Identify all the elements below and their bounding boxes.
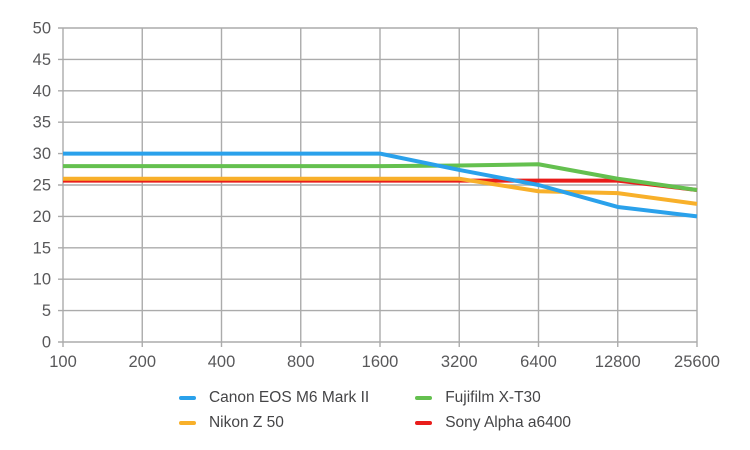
x-tick-label-1600: 1600 (362, 353, 399, 371)
series-line-fujifilm-x-t30 (63, 162, 698, 193)
y-tick-label-35: 35 (33, 114, 51, 132)
y-tick-label-20: 20 (33, 208, 51, 226)
legend-label-canon: Canon EOS M6 Mark II (208, 389, 370, 406)
legend-label-fujifilm: Fujifilm X-T30 (445, 389, 541, 406)
y-tick-label-25: 25 (33, 177, 51, 195)
legend-item-fujifilm: Fujifilm X-T30 (415, 389, 571, 407)
y-tick-label-50: 50 (33, 20, 51, 38)
y-tick-label-10: 10 (33, 271, 51, 289)
legend-swatch-canon (178, 396, 196, 400)
y-tick-label-40: 40 (33, 82, 51, 100)
x-tick-label-100: 100 (49, 353, 77, 371)
legend-swatch-nikon (178, 421, 196, 425)
y-tick-label-0: 0 (42, 334, 51, 352)
chart-legend-grid: Canon EOS M6 Mark II Nikon Z 50 Fujifilm… (178, 389, 571, 432)
series-line-canon-eos-m6-mark-ii (63, 151, 698, 219)
series-line-nikon-z-50 (63, 176, 698, 206)
x-tick-label-400: 400 (208, 353, 236, 371)
y-tick-label-15: 15 (33, 239, 51, 257)
x-tick-label-12800: 12800 (595, 353, 641, 371)
y-tick-label-30: 30 (33, 145, 51, 163)
legend-item-nikon: Nikon Z 50 (178, 414, 369, 432)
x-tick-label-200: 200 (128, 353, 156, 371)
legend-swatch-sony (415, 421, 433, 425)
x-tick-label-3200: 3200 (441, 353, 478, 371)
x-tick-label-25600: 25600 (674, 353, 720, 371)
x-tick-label-800: 800 (287, 353, 315, 371)
chart-legend: Canon EOS M6 Mark II Nikon Z 50 Fujifilm… (0, 389, 750, 432)
legend-item-canon: Canon EOS M6 Mark II (178, 389, 370, 407)
legend-label-nikon: Nikon Z 50 (208, 414, 284, 431)
legend-item-sony: Sony Alpha a6400 (415, 414, 571, 432)
x-tick-label-6400: 6400 (520, 353, 557, 371)
y-tick-label-5: 5 (42, 302, 51, 320)
legend-label-sony: Sony Alpha a6400 (445, 414, 572, 431)
y-tick-label-45: 45 (33, 51, 51, 69)
legend-swatch-fujifilm (415, 396, 433, 400)
